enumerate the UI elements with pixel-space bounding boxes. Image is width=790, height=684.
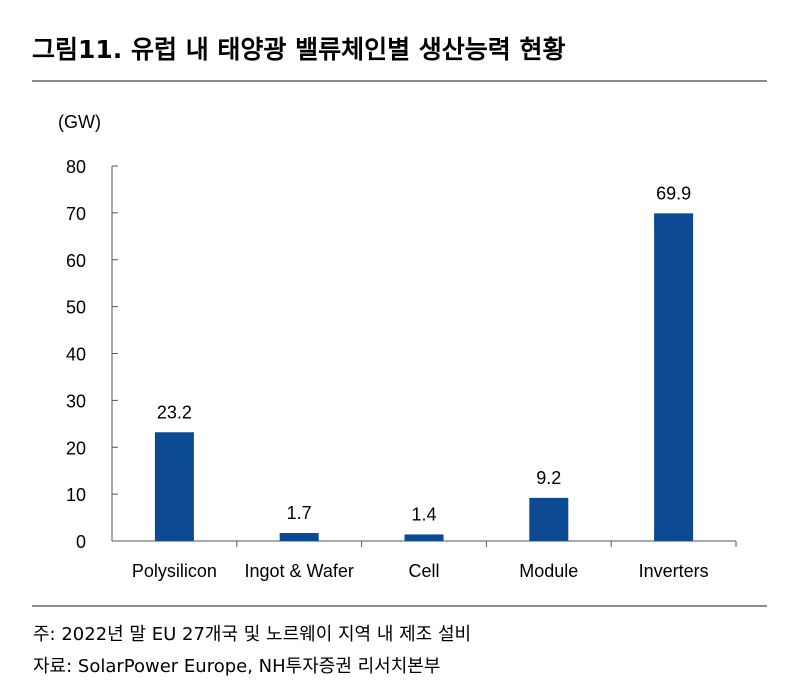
bar-polysilicon <box>154 432 194 541</box>
bar-ingot-wafer <box>279 533 319 541</box>
data-label: 1.4 <box>411 504 436 524</box>
y-tick-label: 50 <box>66 298 86 318</box>
bar-module <box>529 497 569 541</box>
data-label: 23.2 <box>157 402 192 422</box>
data-label: 1.7 <box>287 503 312 523</box>
y-tick-label: 70 <box>66 204 86 224</box>
y-tick-label: 40 <box>66 345 86 365</box>
y-tick-label: 30 <box>66 391 86 411</box>
footer-divider <box>32 605 767 607</box>
y-axis: 0 10 20 30 40 50 60 70 80 <box>66 157 118 552</box>
x-category-label: Inverters <box>639 561 709 581</box>
x-category-label: Polysilicon <box>132 561 217 581</box>
y-tick-label: 0 <box>76 532 86 552</box>
data-label: 9.2 <box>536 468 561 488</box>
chart-title: 그림11. 유럽 내 태양광 밸류체인별 생산능력 현황 <box>32 35 566 64</box>
footnote: 주: 2022년 말 EU 27개국 및 노르웨이 지역 내 제조 설비 <box>33 624 472 645</box>
x-category-label: Ingot & Wafer <box>245 561 354 581</box>
bar-inverters <box>654 213 694 541</box>
bar-chart: (GW) 0 10 20 30 40 50 60 70 80 Polysilicon Ingot … <box>58 112 737 581</box>
x-category-label: Cell <box>408 561 439 581</box>
source-note: 자료: SolarPower Europe, NH투자증권 리서치본부 <box>33 656 441 677</box>
y-tick-label: 10 <box>66 485 86 505</box>
y-tick-label: 60 <box>66 251 86 271</box>
y-tick-label: 80 <box>66 157 86 177</box>
y-tick-label: 20 <box>66 438 86 458</box>
y-axis-unit-label: (GW) <box>58 112 101 132</box>
x-category-label: Module <box>519 561 578 581</box>
x-axis: Polysilicon Ingot & Wafer Cell Module Invert… <box>112 540 737 581</box>
data-labels: 23.2 1.7 1.4 9.2 69.9 <box>157 183 691 524</box>
bar-cell <box>404 534 444 541</box>
title-divider <box>32 80 767 82</box>
data-label: 69.9 <box>656 183 691 203</box>
bars <box>154 213 694 541</box>
